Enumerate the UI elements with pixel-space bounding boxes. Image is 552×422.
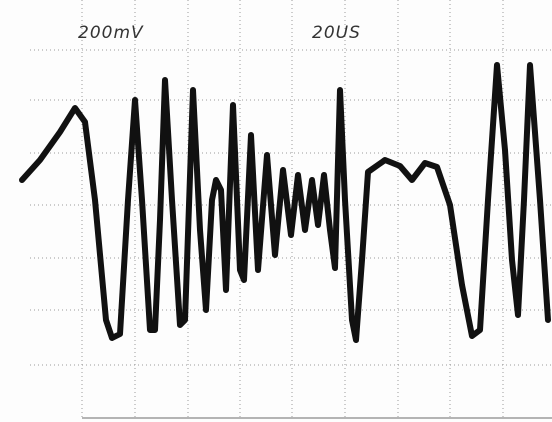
volts-per-div-label: 200mV — [78, 23, 144, 43]
time-per-div-label: 20US — [312, 23, 361, 43]
waveform-trace — [19, 62, 551, 343]
graticule — [30, 0, 552, 418]
